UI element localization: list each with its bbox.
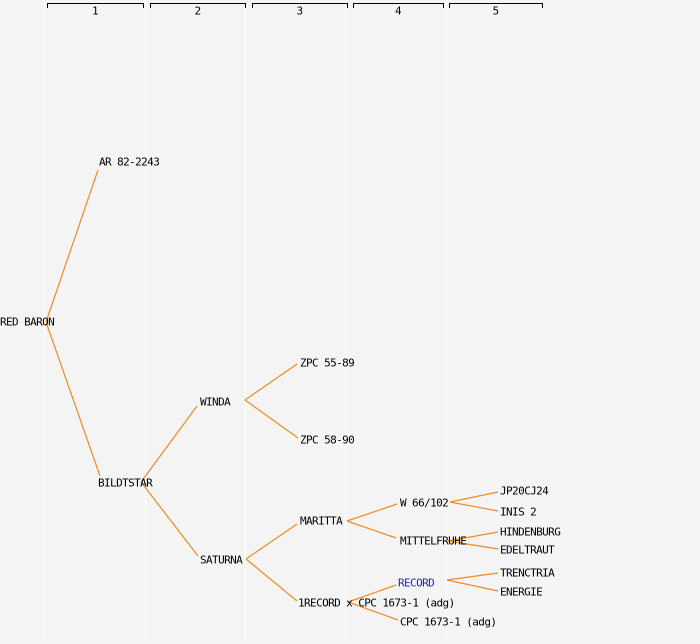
node-label-inis-2[interactable]: INIS 2 [500, 506, 537, 519]
generation-bracket-3 [252, 3, 348, 8]
node-label-trenctria[interactable]: TRENCTRIA [500, 567, 556, 580]
pedigree-edge-maritta-to-w-66-102 [346, 503, 398, 522]
node-label-ar-82-2243[interactable]: AR 82-2243 [99, 156, 160, 169]
generation-bracket-1 [47, 3, 144, 8]
pedigree-edge-bildtstar-to-winda [140, 405, 198, 483]
pedigree-edge-winda-to-zpc-55-89 [244, 363, 298, 401]
pedigree-edge-mittelfruhe-to-edeltraut [447, 540, 499, 550]
node-label-saturna[interactable]: SATURNA [200, 554, 244, 567]
node-label-jp20cj24[interactable]: JP20CJ24 [500, 485, 550, 498]
node-label-hindenburg[interactable]: HINDENBURG [500, 526, 561, 539]
node-label-red-baron[interactable]: RED BARON [0, 316, 55, 329]
generation-label-3: 3 [296, 5, 302, 18]
pedigree-edge-record-to-energie [446, 579, 499, 592]
node-label-maritta[interactable]: MARITTA [300, 515, 344, 528]
generation-bracket-4 [353, 3, 444, 8]
node-label-zpc-58-90[interactable]: ZPC 58-90 [300, 434, 355, 447]
node-label-record[interactable]: RECORD [398, 577, 435, 590]
pedigree-edge-w-66-102-to-jp20cj24 [449, 491, 499, 503]
node-label-zpc-55-89[interactable]: ZPC 55-89 [300, 357, 355, 370]
pedigree-edge-maritta-to-mittelfruhe [346, 520, 397, 539]
node-label-energie[interactable]: ENERGIE [500, 586, 543, 599]
pedigree-edge-saturna-to-record-x-cpc [245, 558, 298, 602]
node-label-w-66-102[interactable]: W 66/102 [400, 497, 449, 510]
generation-label-2: 2 [194, 5, 200, 18]
pedigree-edge-w-66-102-to-inis-2 [449, 501, 499, 512]
node-label-bildtstar[interactable]: BILDTSTAR [98, 477, 154, 490]
generation-label-1: 1 [92, 5, 98, 18]
pedigree-edge-record-to-trenctria [446, 572, 499, 581]
generation-bracket-2 [150, 3, 246, 8]
generation-bracket-5 [449, 3, 543, 8]
node-label-edeltraut[interactable]: EDELTRAUT [500, 544, 556, 557]
pedigree-edge-record-x-cpc-to-cpc-1673-1 [347, 601, 399, 621]
pedigree-edge-bildtstar-to-saturna [140, 481, 199, 557]
generation-label-5: 5 [492, 5, 498, 18]
node-label-mittelfruhe[interactable]: MITTELFRUHE [400, 535, 467, 548]
pedigree-edge-red-baron-to-ar-82-2243 [45, 169, 99, 323]
pedigree-edge-saturna-to-maritta [245, 523, 298, 560]
pedigree-edge-record-x-cpc-to-record [347, 584, 397, 603]
node-label-record-x-cpc[interactable]: 1RECORD x CPC 1673-1 (adg) [298, 597, 455, 610]
node-label-winda[interactable]: WINDA [200, 396, 232, 409]
generation-label-4: 4 [395, 5, 402, 18]
pedigree-edge-red-baron-to-bildtstar [45, 321, 101, 477]
pedigree-edge-mittelfruhe-to-hindenburg [447, 531, 499, 542]
node-label-cpc-1673-1[interactable]: CPC 1673-1 (adg) [400, 616, 497, 629]
pedigree-edge-winda-to-zpc-58-90 [244, 399, 299, 439]
